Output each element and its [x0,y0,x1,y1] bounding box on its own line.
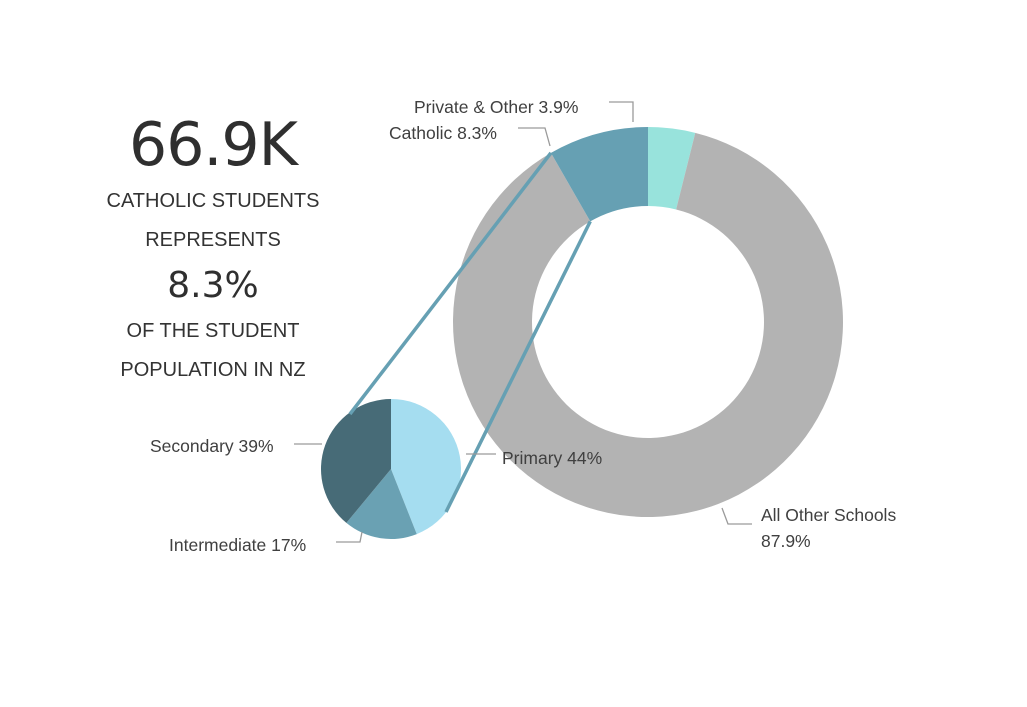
label-intermediate: Intermediate 17% [169,535,306,555]
donut-slice-all-other-schools [453,132,843,518]
leader-lines [294,101,752,543]
school-type-donut [453,127,843,518]
leader-private-other [609,101,634,122]
student-count: 66.9K [129,110,298,180]
catholic-level-pie [321,399,461,539]
caption-line-3: OF THE STUDENT [126,320,300,342]
pie-slice-primary [391,399,461,535]
caption-line-4: POPULATION IN NZ [120,359,306,381]
connector-upper [348,151,553,416]
leader-all-other [721,507,752,525]
caption-line-1: CATHOLIC STUDENTS [106,190,320,212]
label-primary: Primary 44% [502,448,602,468]
label-private-other: Private & Other 3.9% [414,97,578,117]
leader-intermediate [336,531,363,543]
connector-lower [444,220,592,513]
slice-labels: Private & Other 3.9% Catholic 8.3% All O… [150,97,896,555]
breakdown-connectors [348,151,592,513]
share-percent: 8.3% [167,265,259,306]
label-secondary: Secondary 39% [150,436,274,456]
donut-slice-catholic [550,127,648,222]
pie-slice-intermediate [346,469,417,539]
pie-slice-secondary [321,399,391,523]
donut-slice-private-other [648,127,696,210]
headline-stats: 66.9K CATHOLIC STUDENTS REPRESENTS 8.3% … [98,108,328,390]
label-all-other-line1: All Other Schools [761,505,896,525]
label-all-other-line2: 87.9% [761,531,811,551]
caption-line-2: REPRESENTS [145,229,281,251]
label-catholic: Catholic 8.3% [389,123,497,143]
leader-catholic [518,127,551,147]
